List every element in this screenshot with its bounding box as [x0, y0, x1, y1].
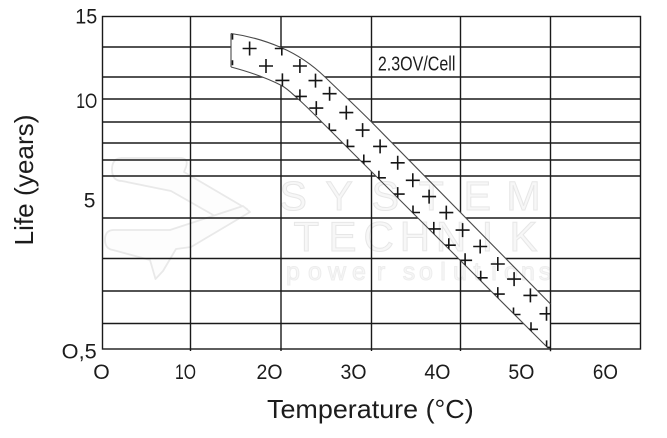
svg-text:4O: 4O [424, 361, 450, 384]
svg-text:T: T [293, 213, 319, 260]
svg-text:2.3OV/Cell: 2.3OV/Cell [378, 53, 456, 75]
svg-text:O,5: O,5 [62, 340, 97, 363]
svg-text:3O: 3O [341, 361, 367, 384]
svg-text:Life (years): Life (years) [9, 115, 39, 246]
svg-text:E: E [464, 173, 491, 219]
svg-text:i: i [491, 258, 497, 286]
svg-text:Temperature (°C): Temperature (°C) [267, 394, 474, 424]
svg-text:E: E [328, 213, 356, 260]
svg-text:p: p [286, 258, 300, 286]
svg-text:K: K [509, 213, 537, 260]
svg-text:6O: 6O [593, 361, 618, 384]
svg-text:H: H [400, 213, 430, 260]
svg-text:I: I [481, 213, 493, 260]
svg-text:2O: 2O [257, 361, 283, 384]
svg-text:5O: 5O [508, 361, 534, 384]
svg-text:M: M [506, 173, 540, 219]
svg-text:o: o [504, 258, 518, 286]
svg-text:e: e [352, 258, 366, 286]
svg-text:t: t [474, 258, 481, 286]
svg-text:1O: 1O [76, 90, 97, 113]
svg-text:s: s [539, 258, 552, 286]
svg-text:w: w [327, 258, 347, 286]
svg-text:s: s [403, 258, 416, 286]
svg-text:1O: 1O [175, 361, 196, 384]
svg-text:n: n [521, 258, 535, 286]
svg-text:l: l [440, 258, 446, 286]
svg-text:r: r [377, 258, 385, 286]
svg-text:15: 15 [75, 5, 97, 28]
svg-text:o: o [419, 258, 433, 286]
svg-text:S: S [280, 173, 307, 219]
svg-text:S: S [372, 173, 399, 219]
svg-text:5: 5 [84, 189, 96, 212]
svg-text:Y: Y [326, 173, 353, 219]
svg-text:o: o [308, 258, 322, 286]
svg-text:O: O [93, 361, 110, 384]
svg-text:N: N [436, 213, 466, 260]
svg-text:C: C [364, 213, 394, 260]
